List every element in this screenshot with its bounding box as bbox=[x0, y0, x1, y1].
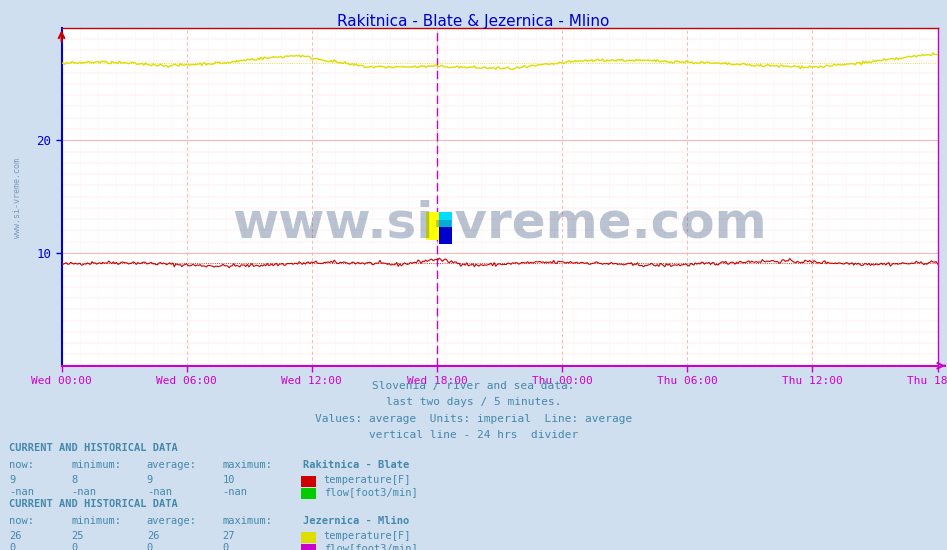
Text: temperature[F]: temperature[F] bbox=[324, 475, 411, 485]
Text: average:: average: bbox=[147, 516, 197, 526]
Text: CURRENT AND HISTORICAL DATA: CURRENT AND HISTORICAL DATA bbox=[9, 499, 178, 509]
Text: 0: 0 bbox=[71, 543, 78, 550]
Text: average:: average: bbox=[147, 460, 197, 470]
Text: minimum:: minimum: bbox=[71, 460, 121, 470]
Bar bbox=[439, 227, 452, 244]
Text: flow[foot3/min]: flow[foot3/min] bbox=[324, 487, 418, 497]
Text: 27: 27 bbox=[223, 531, 235, 541]
Text: temperature[F]: temperature[F] bbox=[324, 531, 411, 541]
Text: 10: 10 bbox=[223, 475, 235, 485]
Text: Rakitnica - Blate & Jezernica - Mlino: Rakitnica - Blate & Jezernica - Mlino bbox=[337, 14, 610, 29]
Text: -nan: -nan bbox=[147, 487, 171, 497]
Text: www.si-vreme.com: www.si-vreme.com bbox=[232, 200, 767, 248]
Text: Slovenia / river and sea data.: Slovenia / river and sea data. bbox=[372, 381, 575, 390]
Text: 8: 8 bbox=[71, 475, 78, 485]
Text: now:: now: bbox=[9, 516, 34, 526]
Text: CURRENT AND HISTORICAL DATA: CURRENT AND HISTORICAL DATA bbox=[9, 443, 178, 453]
Bar bbox=[425, 212, 439, 240]
Text: -nan: -nan bbox=[9, 487, 34, 497]
Text: flow[foot3/min]: flow[foot3/min] bbox=[324, 543, 418, 550]
Text: www.si-vreme.com: www.si-vreme.com bbox=[12, 158, 22, 238]
Text: maximum:: maximum: bbox=[223, 460, 273, 470]
Text: 26: 26 bbox=[9, 531, 22, 541]
Text: vertical line - 24 hrs  divider: vertical line - 24 hrs divider bbox=[369, 430, 578, 440]
Text: minimum:: minimum: bbox=[71, 516, 121, 526]
Text: 9: 9 bbox=[9, 475, 16, 485]
Bar bbox=[439, 212, 452, 230]
Text: 9: 9 bbox=[147, 475, 153, 485]
Text: -nan: -nan bbox=[223, 487, 247, 497]
Text: 0: 0 bbox=[9, 543, 16, 550]
Text: Jezernica - Mlino: Jezernica - Mlino bbox=[303, 516, 409, 526]
Text: Values: average  Units: imperial  Line: average: Values: average Units: imperial Line: av… bbox=[314, 414, 633, 424]
Text: 0: 0 bbox=[147, 543, 153, 550]
Text: maximum:: maximum: bbox=[223, 516, 273, 526]
Text: 0: 0 bbox=[223, 543, 229, 550]
Text: Rakitnica - Blate: Rakitnica - Blate bbox=[303, 460, 409, 470]
Text: now:: now: bbox=[9, 460, 34, 470]
Text: -nan: -nan bbox=[71, 487, 96, 497]
Text: 25: 25 bbox=[71, 531, 83, 541]
Text: 26: 26 bbox=[147, 531, 159, 541]
Text: last two days / 5 minutes.: last two days / 5 minutes. bbox=[385, 397, 562, 407]
